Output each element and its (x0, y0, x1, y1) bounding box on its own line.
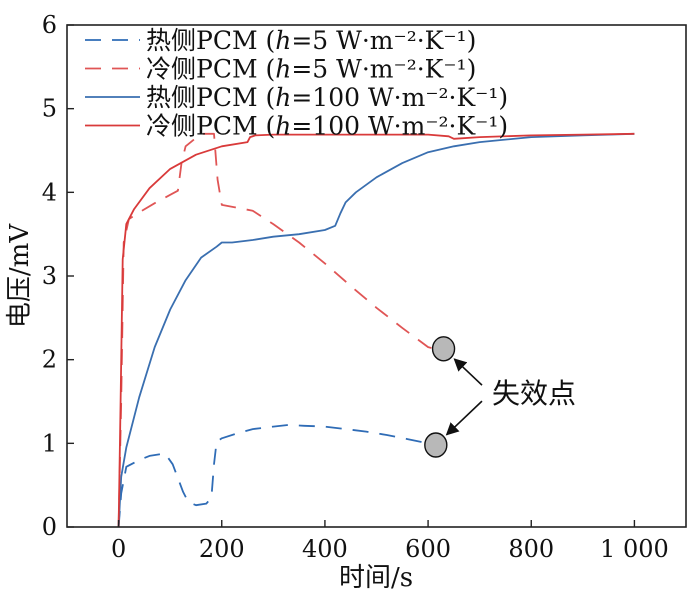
y-tick-label: 6 (42, 11, 57, 39)
failure-arrow-2 (445, 400, 483, 436)
x-tick-label: 0 (111, 535, 126, 563)
x-axis-title: 时间/s (339, 563, 413, 593)
x-tick-label: 1 000 (600, 535, 669, 563)
legend-label-2: 冷侧PCM (h=5 W·m⁻²·K⁻¹) (146, 55, 476, 84)
series-line-4 (117, 132, 635, 528)
legend-label-3: 热侧PCM (h=100 W·m⁻²·K⁻¹) (146, 83, 508, 112)
y-tick-label: 3 (42, 262, 57, 290)
y-tick-label: 2 (42, 346, 57, 374)
failure-point-label: 失效点 (492, 377, 576, 410)
series-line-1 (117, 424, 436, 528)
legend-label-4: 冷侧PCM (h=100 W·m⁻²·K⁻¹) (146, 112, 508, 141)
failure-point-marker-2 (424, 432, 448, 458)
y-tick-label: 5 (42, 95, 57, 123)
y-tick-label: 1 (42, 429, 57, 457)
x-tick-label: 600 (405, 535, 451, 563)
x-tick-label: 200 (199, 535, 245, 563)
legend-label-1: 热侧PCM (h=5 W·m⁻²·K⁻¹) (146, 26, 476, 55)
y-tick-label: 4 (42, 178, 57, 206)
axis-layer: 0 200 400 600 800 1 000 0 1 2 3 4 5 6 (42, 11, 669, 563)
y-axis-title: 电压/mV (5, 223, 35, 328)
legend: 热侧PCM (h=5 W·m⁻²·K⁻¹)冷侧PCM (h=5 W·m⁻²·K⁻… (85, 26, 508, 141)
failure-point-marker-1 (431, 336, 456, 362)
y-tick-label: 0 (42, 513, 57, 541)
x-tick-label: 800 (508, 535, 554, 563)
failure-arrow-1 (453, 358, 483, 386)
x-tick-label: 400 (302, 535, 348, 563)
series-line-2 (117, 132, 444, 528)
failure-annotation: 失效点 (424, 336, 576, 458)
data-layer (117, 132, 635, 528)
series-line-3 (117, 132, 635, 528)
